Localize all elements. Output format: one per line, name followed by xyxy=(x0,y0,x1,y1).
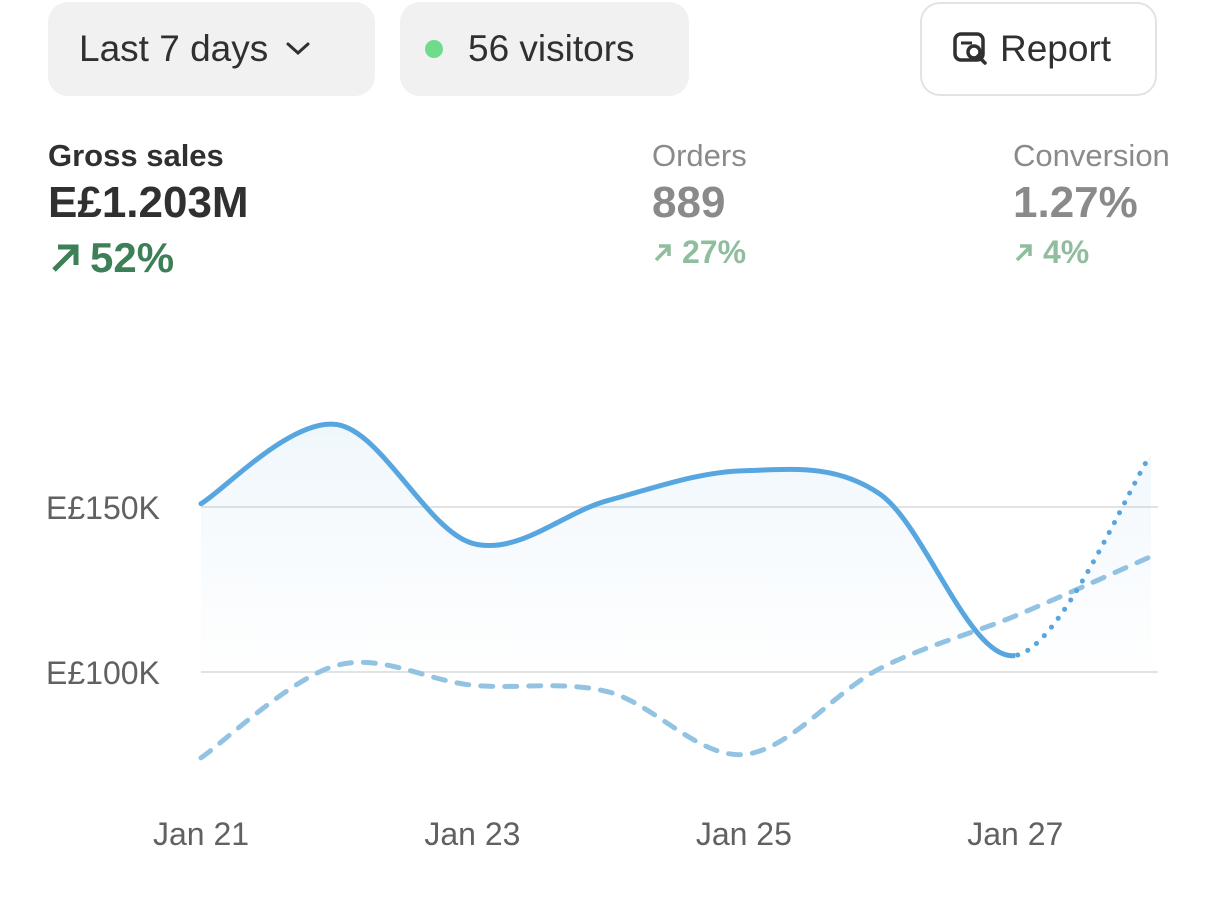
report-button[interactable]: Report xyxy=(920,2,1157,96)
x-tick-label: Jan 21 xyxy=(153,816,249,852)
live-dot xyxy=(425,40,443,58)
area xyxy=(201,424,1151,682)
metric-value: E£1.203M xyxy=(48,178,249,227)
x-tick-label: Jan 25 xyxy=(696,816,792,852)
metric-value: 1.27% xyxy=(1013,178,1138,227)
visitors-label: 56 visitors xyxy=(468,28,635,69)
metric-gross-sales[interactable]: Gross sales E£1.203M 52% xyxy=(48,138,249,282)
metric-label: Gross sales xyxy=(48,138,224,173)
metric-conversion[interactable]: Conversion 1.27% 4% xyxy=(1013,138,1170,271)
x-tick-label: Jan 27 xyxy=(967,816,1063,852)
metric-label: Conversion xyxy=(1013,138,1170,173)
x-tick-label: Jan 23 xyxy=(424,816,520,852)
arrow-up xyxy=(1015,243,1032,261)
report-icon xyxy=(953,32,987,65)
arrow-up xyxy=(654,243,671,261)
report-label: Report xyxy=(1000,28,1112,69)
y-tick-label: E£150K xyxy=(46,490,160,526)
line-partial xyxy=(1015,451,1154,658)
range-button[interactable]: Last 7 days xyxy=(48,2,375,96)
change-value: 27% xyxy=(682,234,747,270)
change-value: 52% xyxy=(90,234,175,281)
metric-label: Orders xyxy=(652,138,747,173)
metric-change: 52% xyxy=(48,234,249,282)
metric-orders[interactable]: Orders 889 27% xyxy=(652,138,747,271)
metric-value: 889 xyxy=(652,178,726,227)
visitors-button[interactable]: 56 visitors xyxy=(400,2,689,96)
comparison-line xyxy=(198,554,1154,761)
metric-change: 4% xyxy=(1013,234,1170,271)
metric-change: 27% xyxy=(652,234,747,271)
line xyxy=(198,421,1016,659)
change-value: 4% xyxy=(1043,234,1090,270)
range-label: Last 7 days xyxy=(79,28,269,69)
arrow-up xyxy=(52,244,79,272)
chevron xyxy=(286,42,310,56)
y-tick-label: E£100K xyxy=(46,655,160,691)
